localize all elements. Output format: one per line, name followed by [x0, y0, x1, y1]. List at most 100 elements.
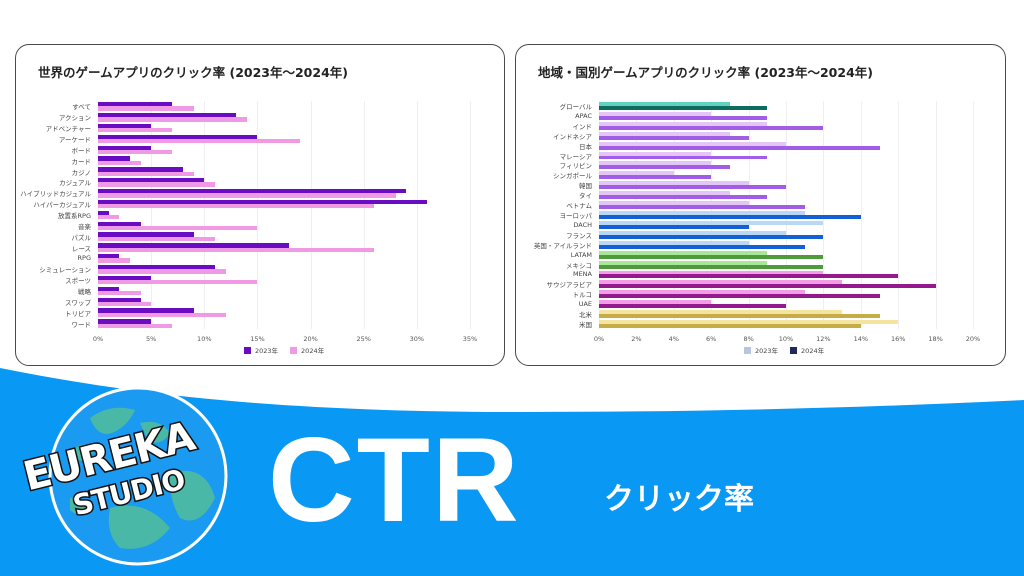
bar-2023年[interactable] — [98, 308, 194, 313]
bar-2023年[interactable] — [98, 188, 407, 194]
bar-row: MENA — [573, 270, 973, 280]
bar-2024年[interactable] — [599, 125, 824, 130]
bar-2024年[interactable] — [599, 214, 861, 219]
bar-2023年[interactable] — [98, 319, 152, 324]
bar-2023年[interactable] — [599, 270, 824, 275]
bar-2024年[interactable] — [98, 204, 375, 209]
bar-2023年[interactable] — [599, 240, 749, 245]
bar-2024年[interactable] — [599, 195, 768, 200]
bar-2024年[interactable] — [98, 171, 194, 176]
axis-tick-label: 5% — [145, 335, 157, 343]
bar-2023年[interactable] — [98, 199, 428, 205]
legend-item[interactable]: 2023年 — [744, 345, 778, 355]
bar-2024年[interactable] — [98, 128, 173, 133]
bar-2024年[interactable] — [599, 284, 936, 289]
bar-row: トルコ — [573, 289, 973, 299]
bar-2023年[interactable] — [98, 145, 152, 150]
bar-2023年[interactable] — [599, 121, 768, 126]
bar-2023年[interactable] — [599, 161, 712, 166]
bar-2023年[interactable] — [98, 243, 290, 248]
bar-2024年[interactable] — [599, 314, 880, 319]
bar-2024年[interactable] — [599, 254, 824, 259]
bar-2023年[interactable] — [98, 178, 205, 183]
bar-2023年[interactable] — [599, 151, 712, 156]
legend-item[interactable]: 2023年 — [244, 345, 278, 355]
bar-2024年[interactable] — [98, 214, 120, 220]
bar-2024年[interactable] — [98, 117, 247, 122]
bar-2024年[interactable] — [98, 160, 141, 166]
bar-2023年[interactable] — [599, 320, 899, 325]
bar-2024年[interactable] — [98, 258, 130, 263]
bar-2023年[interactable] — [98, 123, 152, 129]
bar-2023年[interactable] — [98, 286, 120, 291]
bar-2023年[interactable] — [599, 191, 730, 196]
bar-2023年[interactable] — [98, 156, 130, 161]
bar-2024年[interactable] — [599, 264, 824, 269]
bar-2023年[interactable] — [98, 264, 215, 270]
bar-2024年[interactable] — [98, 280, 258, 285]
bar-2023年[interactable] — [599, 290, 805, 295]
bar-2024年[interactable] — [599, 324, 861, 328]
bar-2023年[interactable] — [599, 250, 768, 255]
bar-2024年[interactable] — [98, 193, 396, 198]
bar-2024年[interactable] — [98, 149, 173, 155]
bar-2024年[interactable] — [98, 312, 226, 318]
bar-2023年[interactable] — [98, 275, 152, 281]
bar-2024年[interactable] — [98, 138, 300, 144]
bar-2024年[interactable] — [599, 234, 824, 239]
bar-2023年[interactable] — [599, 101, 730, 106]
legend-item[interactable]: 2024年 — [290, 345, 324, 355]
bar-2024年[interactable] — [599, 224, 749, 229]
bar-2023年[interactable] — [98, 210, 109, 215]
bar-2024年[interactable] — [98, 269, 226, 274]
category-label: パズル — [71, 233, 92, 242]
bar-2024年[interactable] — [98, 225, 258, 231]
bar-2023年[interactable] — [599, 310, 843, 315]
bar-2024年[interactable] — [599, 185, 786, 190]
bar-2024年[interactable] — [599, 304, 786, 309]
bar-2024年[interactable] — [98, 106, 194, 111]
bar-2024年[interactable] — [98, 236, 215, 242]
bar-2023年[interactable] — [599, 111, 712, 116]
bar-2023年[interactable] — [98, 232, 194, 237]
bar-2023年[interactable] — [98, 102, 173, 107]
bar-2023年[interactable] — [98, 112, 237, 118]
legend-item[interactable]: 2024年 — [790, 345, 824, 355]
bar-2024年[interactable] — [98, 290, 141, 296]
bar-2024年[interactable] — [599, 205, 805, 210]
bar-2023年[interactable] — [98, 167, 184, 172]
bar-2024年[interactable] — [599, 165, 730, 170]
bar-2024年[interactable] — [599, 105, 768, 110]
bar-2023年[interactable] — [599, 181, 749, 186]
bar-2024年[interactable] — [599, 135, 749, 140]
bar-2024年[interactable] — [98, 323, 173, 328]
bar-2024年[interactable] — [599, 115, 768, 120]
bar-2023年[interactable] — [599, 171, 674, 176]
bar-2023年[interactable] — [599, 141, 786, 146]
bar-2023年[interactable] — [98, 134, 258, 139]
bar-row: アクション — [59, 112, 470, 123]
bar-2023年[interactable] — [599, 260, 768, 265]
bar-2023年[interactable] — [599, 300, 712, 305]
bar-2023年[interactable] — [98, 221, 141, 226]
bar-2023年[interactable] — [98, 297, 141, 302]
bar-2023年[interactable] — [599, 131, 730, 136]
bar-2024年[interactable] — [599, 274, 899, 279]
bar-2023年[interactable] — [599, 211, 805, 215]
bar-2024年[interactable] — [599, 145, 880, 150]
bar-2024年[interactable] — [599, 175, 712, 180]
bar-2023年[interactable] — [599, 220, 824, 225]
bar-2023年[interactable] — [98, 254, 120, 259]
bar-2023年[interactable] — [599, 230, 786, 235]
bar-2023年[interactable] — [599, 280, 843, 285]
bar-2024年[interactable] — [599, 294, 880, 299]
bar-2024年[interactable] — [98, 182, 215, 187]
category-label: カジュアル — [59, 179, 91, 188]
bar-2024年[interactable] — [98, 301, 152, 307]
bar-2024年[interactable] — [98, 247, 375, 252]
axis-tick-label: 8% — [743, 335, 754, 343]
bar-2024年[interactable] — [599, 155, 768, 160]
bar-2023年[interactable] — [599, 201, 749, 206]
bar-2024年[interactable] — [599, 244, 805, 249]
